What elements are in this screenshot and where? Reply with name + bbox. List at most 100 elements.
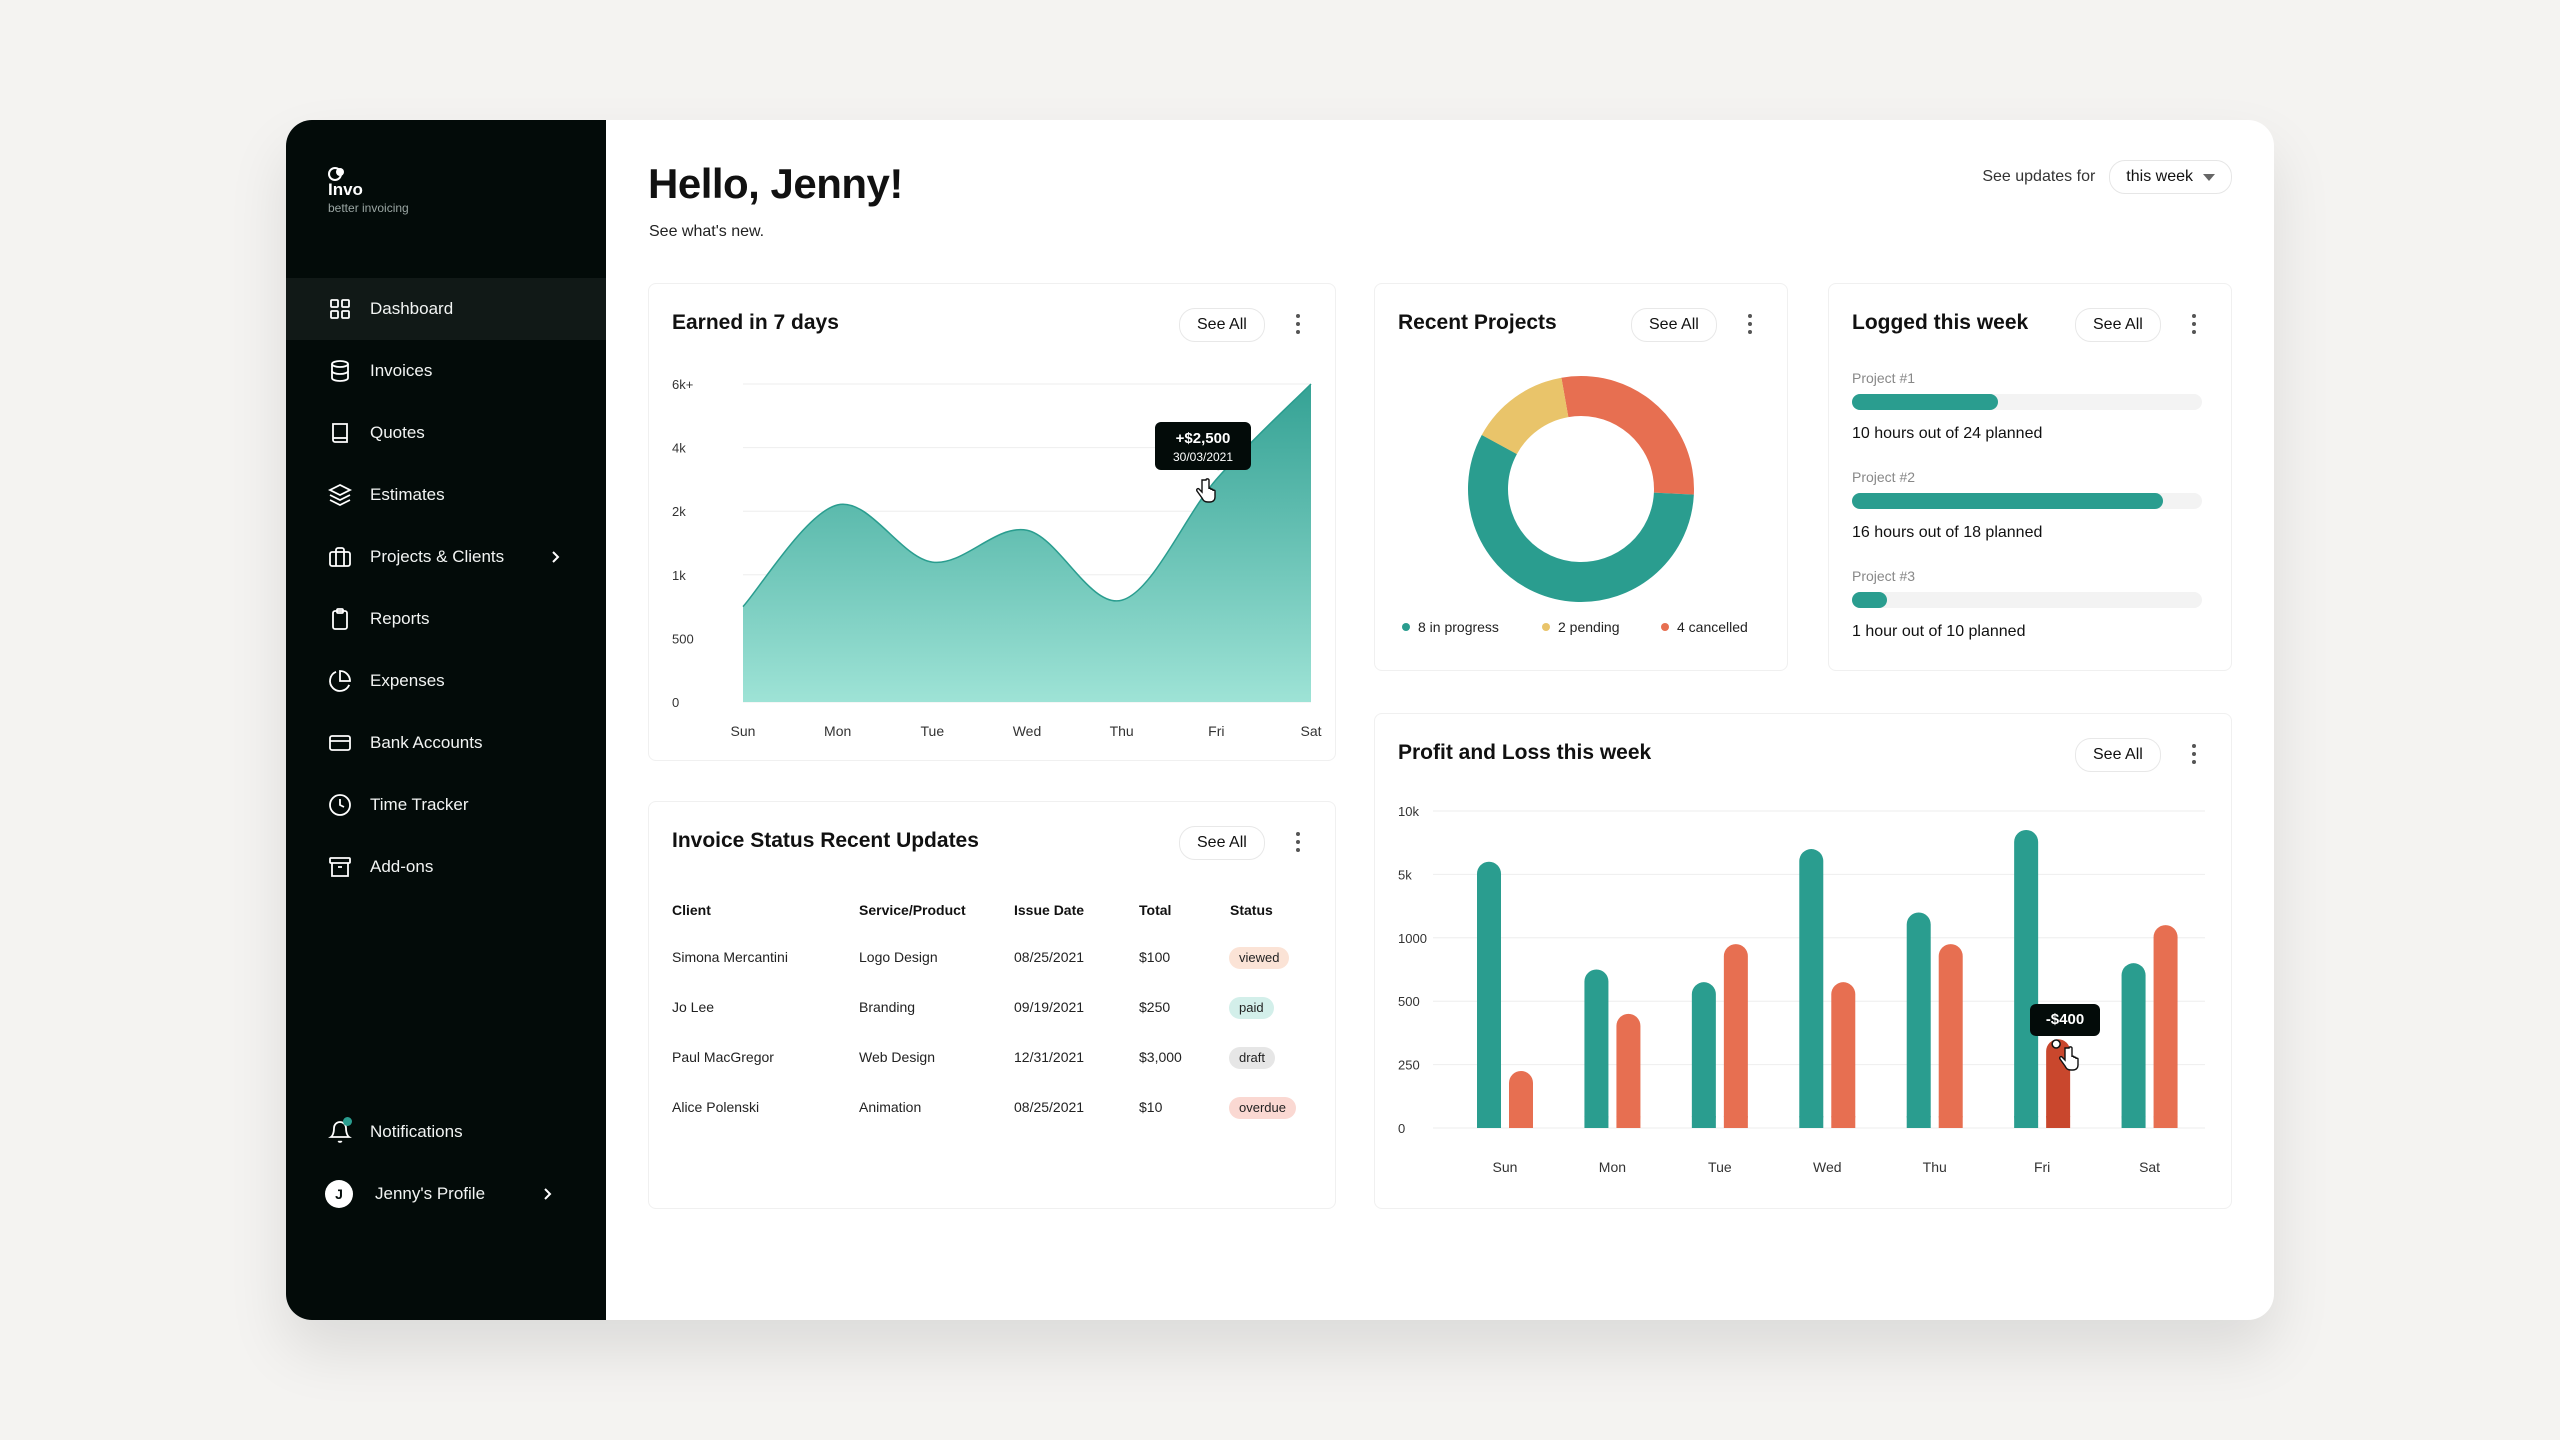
earned-card: Earned in 7 days See All 0 500 1k 2k 4k 6k+ Su… (648, 283, 1336, 761)
bar-wed-profit[interactable] (1799, 849, 1824, 1128)
bar-sat-loss[interactable] (2153, 925, 2178, 1128)
column-header[interactable]: Service/Product (859, 902, 966, 918)
more-options-icon[interactable] (1295, 832, 1301, 852)
table-row[interactable]: Alice Polenski Animation 08/25/2021 $10 … (672, 1082, 1322, 1132)
bar-sun-profit[interactable] (1477, 861, 1501, 1128)
logged-item-project-3: Project #3 1 hour out of 10 planned (1852, 568, 2202, 641)
bar-base (2121, 1116, 2146, 1128)
donut-slice-pending[interactable] (1455, 363, 1707, 615)
total-cell: $3,000 (1139, 1049, 1182, 1065)
bar-base (2046, 1116, 2071, 1128)
total-cell: $100 (1139, 949, 1171, 965)
bar-mon-loss[interactable] (1616, 1013, 1641, 1128)
more-options-icon[interactable] (2191, 314, 2197, 334)
sidebar: Invo better invoicing Dashboard Invoices (286, 120, 606, 1320)
data-point-marker[interactable] (2051, 1039, 2061, 1049)
page-title: Hello, Jenny! (648, 160, 903, 207)
chevron-right-icon (552, 551, 560, 563)
more-options-icon[interactable] (1747, 314, 1753, 334)
cursor-hand-icon (2059, 1046, 2079, 1071)
see-all-button[interactable]: See All (1179, 308, 1265, 342)
more-options-icon[interactable] (2191, 744, 2197, 764)
sidebar-item-label: Bank Accounts (370, 733, 483, 752)
legend-item-cancelled: 4 cancelled (1661, 619, 1748, 635)
see-all-button[interactable]: See All (1631, 308, 1717, 342)
y-tick-label: 1k (672, 568, 686, 583)
app-window: Invo better invoicing Dashboard Invoices (286, 120, 2274, 1320)
progress-track (1852, 394, 2202, 410)
project-label: Project #3 (1852, 568, 1916, 584)
sidebar-item-time-tracker[interactable]: Time Tracker (286, 774, 606, 836)
table-row[interactable]: Simona Mercantini Logo Design 08/25/2021… (672, 932, 1322, 982)
see-all-button[interactable]: See All (1179, 826, 1265, 860)
sidebar-item-label: Quotes (370, 423, 425, 442)
see-all-button[interactable]: See All (2075, 738, 2161, 772)
sidebar-item-invoices[interactable]: Invoices (286, 340, 606, 402)
x-tick-label: Sun (1493, 1159, 1518, 1175)
sidebar-item-projects-clients[interactable]: Projects & Clients (286, 526, 606, 588)
recent-projects-card: Recent Projects See All 8 in progress 2 … (1374, 283, 1788, 671)
bar-tue-loss[interactable] (1723, 944, 1748, 1128)
bar-base (1906, 1116, 1931, 1128)
sidebar-item-estimates[interactable]: Estimates (286, 464, 606, 526)
bar-base (1831, 1116, 1856, 1128)
legend-dot (1402, 623, 1410, 631)
logo[interactable]: Invo better invoicing (328, 166, 409, 215)
total-cell: $250 (1139, 999, 1171, 1015)
sidebar-item-dashboard[interactable]: Dashboard (286, 278, 606, 340)
x-tick-label: Thu (1110, 723, 1134, 739)
x-tick-label: Fri (1208, 723, 1224, 739)
x-tick-label: Mon (1599, 1159, 1626, 1175)
y-tick-label: 0 (1398, 1121, 1405, 1136)
service-cell: Web Design (859, 1049, 936, 1065)
column-header[interactable]: Total (1139, 902, 1172, 918)
period-select[interactable]: this week (2109, 160, 2232, 194)
bar-fri-profit[interactable] (2014, 830, 2039, 1128)
archive-icon (328, 855, 352, 879)
bar-thu-loss[interactable] (1938, 944, 1963, 1128)
sidebar-item-expenses[interactable]: Expenses (286, 650, 606, 712)
legend-item-pending: 2 pending (1542, 619, 1620, 635)
sidebar-item-bank-accounts[interactable]: Bank Accounts (286, 712, 606, 774)
client-cell: Paul MacGregor (672, 1049, 774, 1065)
column-header[interactable]: Issue Date (1014, 902, 1085, 918)
bar-tue-profit[interactable] (1691, 982, 1716, 1128)
table-row[interactable]: Paul MacGregor Web Design 12/31/2021 $3,… (672, 1032, 1322, 1082)
legend-item-in-progress: 8 in progress (1402, 619, 1499, 635)
x-tick-label: Tue (921, 723, 945, 739)
sidebar-item-label: Time Tracker (370, 795, 469, 814)
column-header[interactable]: Status (1230, 902, 1273, 918)
legend-dot (1542, 623, 1550, 631)
bar-wed-loss[interactable] (1831, 982, 1856, 1128)
brand-tagline: better invoicing (328, 201, 409, 215)
sidebar-item-label: Invoices (370, 361, 433, 380)
avatar: J (325, 1180, 353, 1208)
column-header[interactable]: Client (672, 902, 711, 918)
logged-item-project-2: Project #2 16 hours out of 18 planned (1852, 469, 2202, 542)
cursor-hand-icon (1196, 478, 1216, 503)
logged-item-project-1: Project #1 10 hours out of 24 planned (1852, 370, 2202, 443)
project-label: Project #2 (1852, 469, 1916, 485)
progress-fill (1852, 493, 2164, 509)
sidebar-item-add-ons[interactable]: Add-ons (286, 836, 606, 898)
table-row[interactable]: Jo Lee Branding 09/19/2021 $250 paid (672, 982, 1322, 1032)
more-options-icon[interactable] (1295, 314, 1301, 334)
y-tick-label: 2k (672, 504, 686, 519)
date-cell: 12/31/2021 (1014, 1049, 1085, 1065)
client-cell: Alice Polenski (672, 1099, 760, 1115)
bar-mon-profit[interactable] (1584, 969, 1609, 1129)
see-all-button[interactable]: See All (2075, 308, 2161, 342)
bar-sat-profit[interactable] (2121, 963, 2146, 1128)
grid-icon (328, 297, 352, 321)
sidebar-item-reports[interactable]: Reports (286, 588, 606, 650)
sidebar-item-profile[interactable]: J Jenny's Profile (286, 1163, 606, 1225)
donut-slice-in-progress[interactable] (1468, 376, 1694, 602)
period-value: this week (2126, 168, 2193, 185)
y-tick-label: 0 (672, 695, 679, 710)
bar-thu-profit[interactable] (1906, 912, 1931, 1128)
y-tick-label: 250 (1398, 1058, 1420, 1073)
sidebar-item-quotes[interactable]: Quotes (286, 402, 606, 464)
sidebar-item-notifications[interactable]: Notifications (286, 1101, 606, 1163)
logged-card: Logged this week See All Project #1 10 h… (1828, 283, 2232, 671)
bar-sun-loss[interactable] (1509, 1070, 1533, 1128)
